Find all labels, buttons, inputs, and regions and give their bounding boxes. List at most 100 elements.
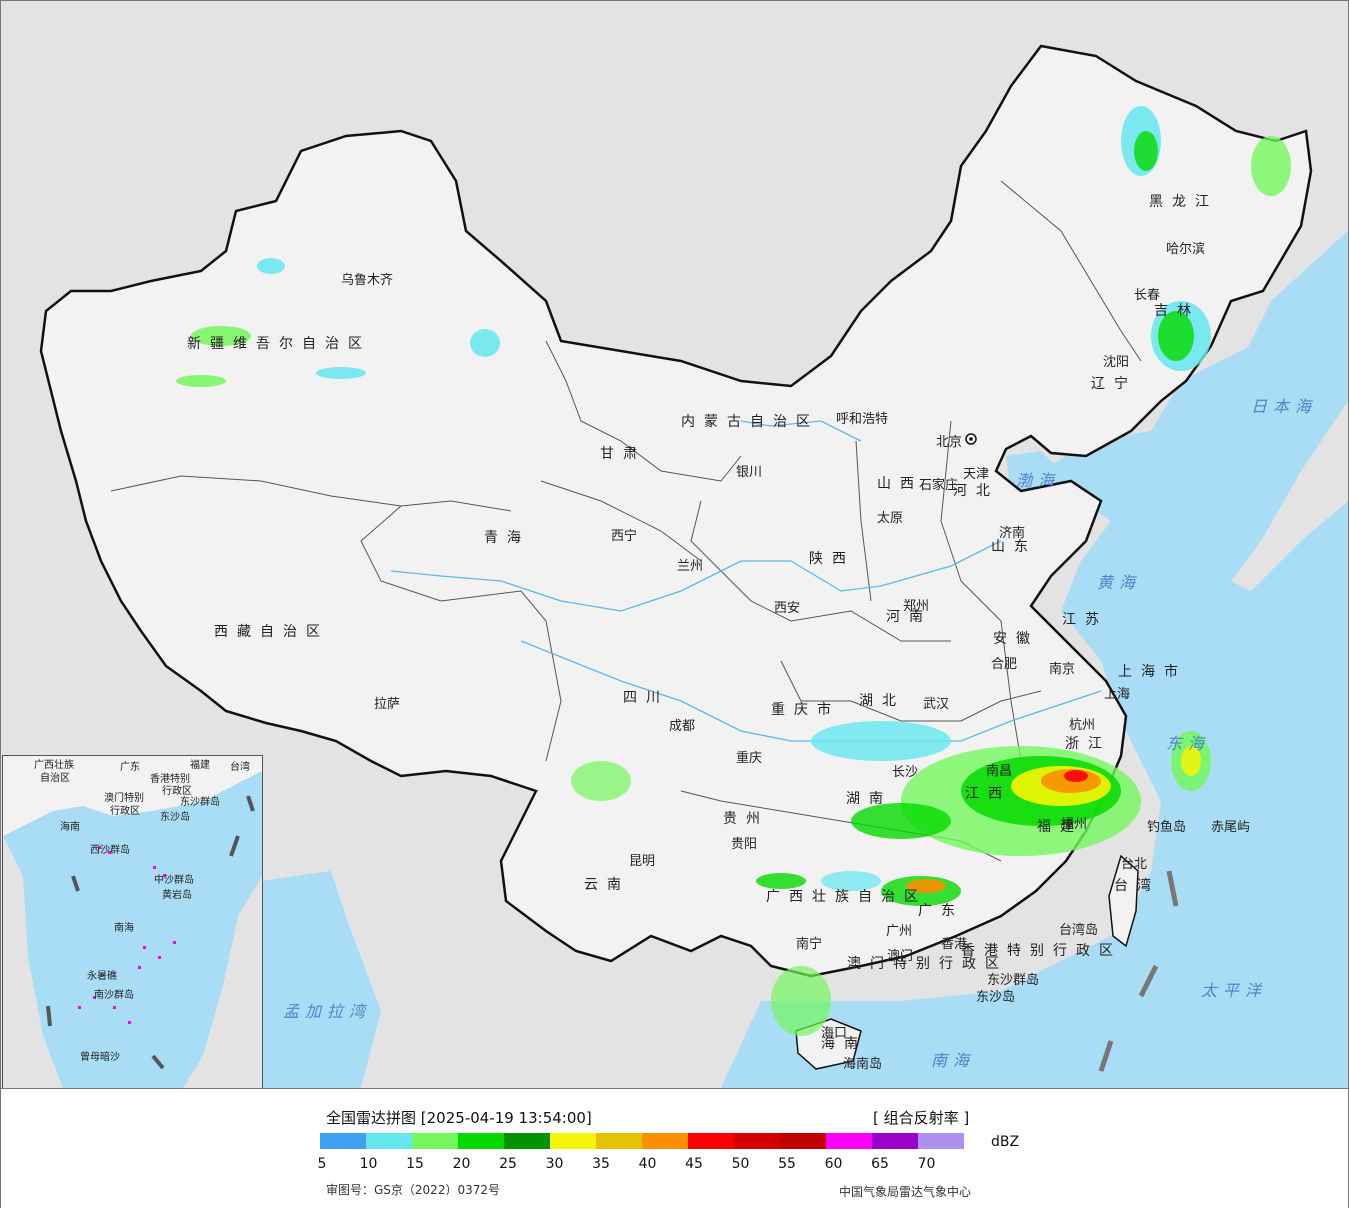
scale-swatch — [734, 1133, 780, 1149]
inset-land-north — [3, 756, 262, 836]
scale-tick-label: 35 — [592, 1156, 610, 1172]
province-label: 广东 — [918, 903, 964, 919]
product-label: [ 组合反射率 ] — [873, 1109, 970, 1127]
inset-label: 行政区 — [162, 786, 192, 797]
city-label: 杭州 — [1069, 718, 1096, 733]
legend-panel: 全国雷达拼图 [2025-04-19 13:54:00] [ 组合反射率 ] d… — [1, 1088, 1348, 1208]
inset-label: 南海 — [114, 923, 134, 934]
province-label: 河北 — [953, 483, 999, 499]
province-label: 湖南 — [846, 791, 892, 807]
sea-label: 日本海 — [1251, 397, 1318, 416]
city-label: 合肥 — [991, 657, 1018, 672]
scale-swatch — [780, 1133, 826, 1149]
sea-label: 渤海 — [1016, 471, 1061, 490]
province-label: 吉林 — [1154, 303, 1200, 319]
scale-swatch — [918, 1133, 964, 1149]
radar-echoes — [176, 106, 1291, 1036]
china-land[interactable] — [39, 44, 1313, 978]
capital-marker — [965, 433, 977, 445]
scale-tick-label: 40 — [638, 1156, 657, 1172]
city-label: 西宁 — [611, 529, 638, 544]
scale-tick-label: 45 — [685, 1156, 703, 1172]
province-label: 上海市 — [1118, 664, 1187, 680]
province-label: 浙江 — [1065, 736, 1111, 752]
scale-swatch — [826, 1133, 872, 1149]
city-label: 石家庄 — [919, 478, 959, 493]
city-label: 南京 — [1049, 662, 1076, 677]
inset-label: 海南 — [60, 822, 80, 833]
bay-of-bengal — [261, 871, 381, 1088]
sea-label: 东海 — [1166, 734, 1211, 753]
city-label: 海口 — [821, 1026, 848, 1041]
inset-land-west — [3, 836, 63, 1088]
inset-label: 自治区 — [40, 773, 70, 784]
scale-tick-label: 20 — [452, 1156, 471, 1172]
maritime-boundary-dashes — [1098, 870, 1179, 1072]
inset-label: 澳门特别 — [104, 793, 144, 804]
inset-land-east — [183, 876, 262, 1088]
city-label: 呼和浩特 — [836, 412, 889, 427]
inset-label: 黄岩岛 — [162, 890, 192, 901]
city-label: 济南 — [999, 526, 1026, 541]
sea-label: 孟加拉湾 — [283, 1002, 372, 1021]
city-label: 南昌 — [986, 764, 1013, 779]
scale-tick-label: 50 — [731, 1156, 750, 1172]
province-label: 山西 — [877, 476, 923, 492]
scale-tick-label: 60 — [824, 1156, 843, 1172]
inset-label: 东沙岛 — [160, 812, 190, 823]
scale-swatch — [872, 1133, 918, 1149]
province-label: 重庆市 — [771, 702, 840, 718]
city-label: 香港 — [941, 937, 968, 952]
island-label: 东沙岛 — [976, 990, 1016, 1005]
inset-label: 行政区 — [110, 806, 140, 817]
radar-map[interactable]: 乌鲁木齐 呼和浩特 北京 天津 石家庄 太原 济南 银川 西宁 兰州 西安 郑州 合肥 南京 上海 杭州 武汉成… — [1, 1, 1348, 1089]
city-label: 天津 — [963, 467, 990, 482]
province-label: 山东 — [991, 539, 1037, 555]
city-label: 沈阳 — [1103, 355, 1130, 370]
city-label: 北京 — [936, 435, 963, 450]
province-label: 辽宁 — [1091, 376, 1137, 392]
review-number: 审图号：GS京（2022）0372号 — [326, 1183, 500, 1197]
scale-tick-label: 65 — [871, 1156, 889, 1172]
province-label: 河南 — [886, 609, 932, 625]
province-label: 江西 — [965, 786, 1011, 802]
city-label: 武汉 — [923, 697, 950, 712]
city-label: 西安 — [774, 601, 801, 616]
inset-label: 永暑礁 — [87, 971, 117, 982]
island-label: 台湾岛 — [1059, 923, 1099, 938]
credit-label: 中国气象局雷达气象中心 — [839, 1185, 972, 1199]
province-label: 云南 — [584, 877, 630, 893]
scale-tick-label: 5 — [317, 1156, 327, 1172]
city-label: 广州 — [886, 924, 913, 939]
sea-of-japan — [1241, 231, 1348, 381]
city-label: 哈尔滨 — [1166, 242, 1206, 257]
island-label: 东沙群岛 — [987, 973, 1040, 988]
scale-swatch — [458, 1133, 504, 1149]
province-label: 江苏 — [1062, 612, 1108, 628]
city-label: 郑州 — [903, 599, 930, 614]
inset-label: 台湾 — [230, 762, 250, 773]
scale-swatch — [504, 1133, 550, 1149]
province-label: 海南 — [821, 1036, 867, 1052]
inset-label: 西沙群岛 — [90, 845, 130, 856]
province-label: 安徽 — [993, 631, 1039, 647]
city-label: 成都 — [669, 719, 696, 734]
sea-label: 黄海 — [1097, 573, 1142, 592]
japan-land — [1231, 401, 1348, 591]
province-label: 福建 — [1037, 819, 1083, 835]
island-label: 海南岛 — [843, 1057, 883, 1072]
province-label: 青海 — [484, 530, 530, 546]
inset-svg — [3, 756, 262, 1088]
city-label: 乌鲁木齐 — [341, 273, 394, 288]
city-label: 兰州 — [677, 559, 704, 574]
city-label: 重庆 — [736, 751, 763, 766]
south-china-sea-inset[interactable]: 广西壮族 自治区 广东 福建 台湾 香港特别 行政区 澳门特别 行政区 东沙群岛 东沙岛 海南 西沙群岛… — [2, 755, 263, 1089]
inset-label: 中沙群岛 — [154, 875, 194, 886]
scale-swatch — [320, 1133, 366, 1149]
taiwan-island[interactable] — [1108, 854, 1139, 948]
inset-label: 曾母暗沙 — [80, 1052, 120, 1063]
city-label: 福州 — [1061, 817, 1088, 832]
city-label: 太原 — [877, 511, 904, 526]
province-label: 陕西 — [809, 551, 855, 567]
pacific-sea-area — [721, 231, 1348, 1088]
